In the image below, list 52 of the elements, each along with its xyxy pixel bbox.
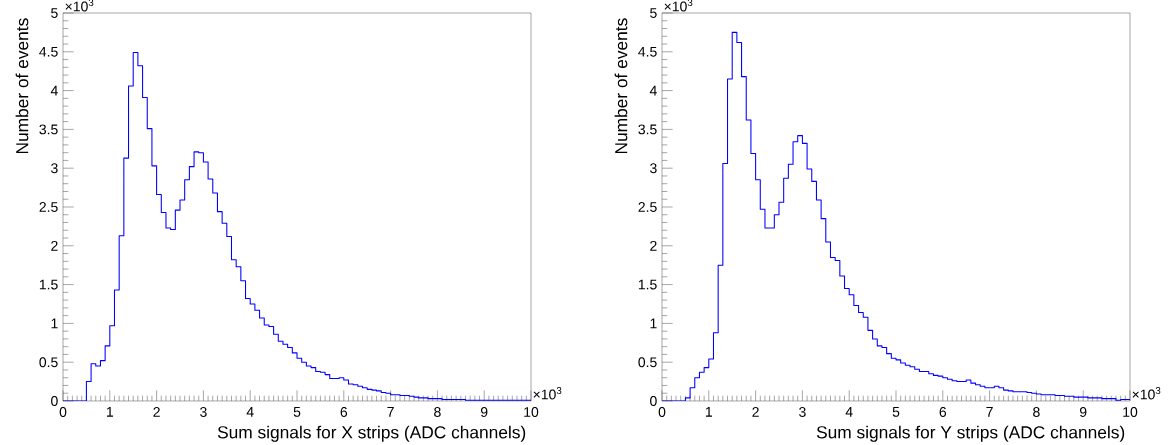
text: ×10$^{3}$ [1132,387,1161,400]
y-tick-label: 1.5 [39,279,58,290]
y-tick-label: 1.5 [638,279,657,290]
x-tick-label: 2 [752,407,759,417]
y-tick-label: 4.5 [638,46,657,57]
y-tick-label: 5 [51,8,58,18]
y-tick-label: 3 [650,163,657,174]
y-axis-title: Number of events [15,18,29,154]
y-tick-label: 4 [649,85,657,96]
y-tick-label: 1 [51,318,58,329]
y-tick-label: 3.5 [39,124,58,135]
y-tick-label: 1 [650,318,657,329]
y-tick-label: 2.5 [638,202,657,212]
y-tick-label: 0 [51,396,58,406]
x-tick-label: 3 [200,407,207,417]
text: ×10$^{3}$ [533,387,562,400]
y-tick-label: 0.5 [39,357,58,368]
x-tick-label: 5 [892,407,900,417]
y-tick-label: 0.5 [638,357,657,368]
y-axis-title: Number of events [614,18,628,154]
x-tick-label: 4 [246,407,254,417]
x-tick-label: 7 [986,407,993,417]
x-tick-label: 1 [705,407,712,417]
x-tick-label: 0 [658,407,666,417]
x-tick-label: 1 [106,407,114,417]
y-tick-label: 4 [50,85,58,96]
x-tick-label: 0 [59,407,67,417]
y-tick-label: 2.5 [39,202,58,212]
x-tick-label: 8 [1033,407,1040,417]
y-tick-label: 2 [650,240,657,251]
y-tick-label: 3 [51,163,58,174]
y-tick-label: 3.5 [638,124,657,135]
x-tick-label: 6 [340,407,348,417]
x-tick-label: 4 [845,407,853,417]
x-axis-title: Sum signals for Y strips (ADC channels) [816,425,1125,442]
x-tick-label: 2 [153,407,160,417]
x-tick-label: 3 [799,407,806,417]
x-tick-label: 6 [939,407,947,417]
y-tick-label: 5 [650,8,657,18]
x-tick-label: 7 [387,407,394,417]
x-tick-label: 5 [293,407,301,417]
x-tick-label: 9 [1079,407,1087,417]
x-tick-label: 8 [434,407,441,417]
text: ×10$^{3}$ [664,0,693,12]
text: ×10$^{3}$ [65,0,94,12]
x-axis-title: Sum signals for X strips (ADC channels) [217,425,526,442]
x-tick-label: 9 [480,407,488,417]
x-tick-label: 10 [524,407,539,417]
y-tick-label: 4.5 [39,46,58,57]
y-tick-label: 0 [650,396,657,406]
x-tick-label: 10 [1123,407,1138,417]
y-tick-label: 2 [51,240,58,251]
